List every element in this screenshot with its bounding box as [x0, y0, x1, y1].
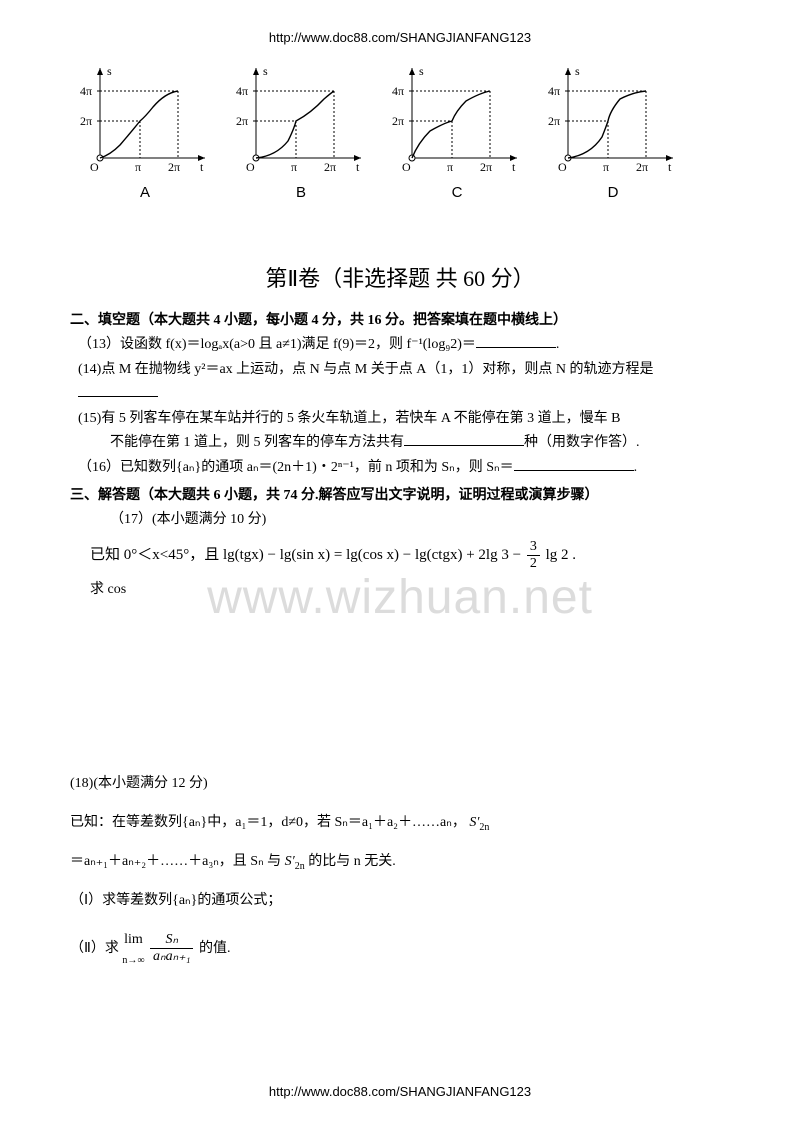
q18e-frac: Sₙ aₙaₙ₊₁ [150, 933, 193, 964]
svg-text:2π: 2π [392, 114, 404, 128]
solve-heading: 三、解答题（本大题共 6 小题，共 74 分.解答应写出文字说明，证明过程或演算… [70, 484, 730, 504]
q15-blank [404, 432, 524, 446]
q18c-2sub: 2n [295, 861, 305, 872]
chart-a: s t O 4π 2π π 2π A [80, 63, 210, 201]
q17b-frac: 3 2 [527, 540, 540, 571]
q18c-3: 的比与 n 无关. [305, 854, 396, 869]
chart-c-svg: s t O 4π 2π π 2π [392, 63, 522, 173]
q13-text: （13）设函数 f(x)＝logₐx(a>0 且 a≠1)满足 f(9)＝2，则… [78, 337, 476, 352]
q18e-post: 的值. [195, 941, 230, 956]
chart-d-label: D [548, 184, 678, 201]
q16: （16）已知数列{aₙ}的通项 aₙ＝(2n＋1)・2ⁿ⁻¹，前 n 项和为 S… [78, 456, 730, 481]
svg-text:4π: 4π [548, 84, 560, 98]
q18e: （Ⅱ）求 lim n→∞ Sₙ aₙaₙ₊₁ 的值. [70, 928, 730, 970]
svg-text:t: t [668, 160, 672, 173]
svg-text:π: π [603, 160, 609, 173]
svg-text:2π: 2π [636, 160, 648, 173]
svg-text:t: t [356, 160, 360, 173]
q15b: 不能停在第 1 道上，则 5 列客车的停车方法共有 种（用数字作答）. [110, 431, 730, 456]
q18c-1: ＝aₙ₊₁＋aₙ₊₂＋……＋a₃ₙ，且 Sₙ 与 [70, 854, 285, 869]
q15c-text: 种（用数字作答）. [524, 435, 640, 450]
svg-text:s: s [263, 64, 268, 78]
q17b-num: 3 [527, 540, 540, 556]
svg-text:s: s [107, 64, 112, 78]
q18d: （Ⅰ）求等差数列{aₙ}的通项公式； [70, 889, 730, 914]
svg-text:O: O [90, 160, 99, 173]
q18e-limsub: n→∞ [122, 952, 144, 970]
svg-text:s: s [575, 64, 580, 78]
chart-a-label: A [80, 184, 210, 201]
q13-blank [476, 334, 556, 348]
svg-text:t: t [512, 160, 516, 173]
q18b-2: S′ [469, 815, 479, 830]
q17c: 求 cos [90, 578, 730, 603]
q17b-pre: 已知 0°＜x<45°，且 [90, 547, 223, 563]
q14: (14)点 M 在抛物线 y²＝ax 上运动，点 N 与点 M 关于点 A（1，… [78, 358, 730, 407]
svg-text:π: π [447, 160, 453, 173]
svg-text:t: t [200, 160, 204, 173]
svg-text:2π: 2π [80, 114, 92, 128]
chart-a-svg: s t O 4π 2π π 2π [80, 63, 210, 173]
q18b: 已知：在等差数列{aₙ}中，a₁＝1，d≠0，若 Sₙ＝a₁＋a₂＋……aₙ， … [70, 811, 730, 836]
svg-text:O: O [246, 160, 255, 173]
section-title: 第Ⅱ卷（非选择题 共 60 分） [70, 261, 730, 293]
header-url: http://www.doc88.com/SHANGJIANFANG123 [70, 30, 730, 45]
q18e-lim: lim [122, 928, 144, 953]
chart-b-label: B [236, 184, 366, 201]
charts-row: s t O 4π 2π π 2π A s t O 4π [80, 63, 730, 201]
q15b-text: 不能停在第 1 道上，则 5 列客车的停车方法共有 [110, 435, 404, 450]
q17b: 已知 0°＜x<45°，且 lg(tgx) − lg(sin x) = lg(c… [90, 539, 730, 572]
chart-d-svg: s t O 4π 2π π 2π [548, 63, 678, 173]
q18b-1: 已知：在等差数列{aₙ}中，a₁＝1，d≠0，若 Sₙ＝a₁＋a₂＋……aₙ， [70, 815, 466, 830]
svg-text:2π: 2π [480, 160, 492, 173]
svg-text:π: π [135, 160, 141, 173]
q18e-num: Sₙ [150, 933, 193, 949]
q18e-den: aₙaₙ₊₁ [150, 949, 193, 964]
chart-c-label: C [392, 184, 522, 201]
q17a: （17）(本小题满分 10 分) [110, 508, 730, 533]
q13: （13）设函数 f(x)＝logₐx(a>0 且 a≠1)满足 f(9)＝2，则… [78, 333, 730, 358]
q16b-text: . [634, 460, 638, 475]
q14-blank [78, 383, 158, 397]
svg-text:2π: 2π [324, 160, 336, 173]
svg-text:4π: 4π [392, 84, 404, 98]
chart-b: s t O 4π 2π π 2π B [236, 63, 366, 201]
q18e-pre: （Ⅱ）求 [70, 941, 122, 956]
svg-text:O: O [558, 160, 567, 173]
svg-text:2π: 2π [548, 114, 560, 128]
q16a-text: （16）已知数列{aₙ}的通项 aₙ＝(2n＋1)・2ⁿ⁻¹，前 n 项和为 S… [78, 460, 514, 475]
q18a: (18)(本小题满分 12 分) [70, 772, 730, 797]
q15a: (15)有 5 列客车停在某车站并行的 5 条火车轨道上，若快车 A 不能停在第… [78, 407, 730, 432]
svg-text:O: O [402, 160, 411, 173]
footer-url: http://www.doc88.com/SHANGJIANFANG123 [0, 1084, 800, 1099]
q17b-den: 2 [527, 556, 540, 571]
q17b-post: lg 2 . [542, 547, 576, 563]
fill-heading: 二、填空题（本大题共 4 小题，每小题 4 分，共 16 分。把答案填在题中横线… [70, 309, 730, 329]
q18c: ＝aₙ₊₁＋aₙ₊₂＋……＋a₃ₙ，且 Sₙ 与 S′2n 的比与 n 无关. [70, 850, 730, 875]
q14-text: (14)点 M 在抛物线 y²＝ax 上运动，点 N 与点 M 关于点 A（1，… [78, 362, 653, 377]
svg-text:2π: 2π [168, 160, 180, 173]
q18b-2sub: 2n [479, 821, 489, 832]
svg-text:4π: 4π [80, 84, 92, 98]
chart-c: s t O 4π 2π π 2π C [392, 63, 522, 201]
svg-text:π: π [291, 160, 297, 173]
chart-b-svg: s t O 4π 2π π 2π [236, 63, 366, 173]
q18c-2: S′ [285, 854, 295, 869]
svg-text:s: s [419, 64, 424, 78]
q17b-eq: lg(tgx) − lg(sin x) = lg(cos x) − lg(ctg… [223, 547, 521, 563]
svg-text:4π: 4π [236, 84, 248, 98]
svg-text:2π: 2π [236, 114, 248, 128]
spacer [70, 602, 730, 772]
chart-d: s t O 4π 2π π 2π D [548, 63, 678, 201]
q16-blank [514, 457, 634, 471]
